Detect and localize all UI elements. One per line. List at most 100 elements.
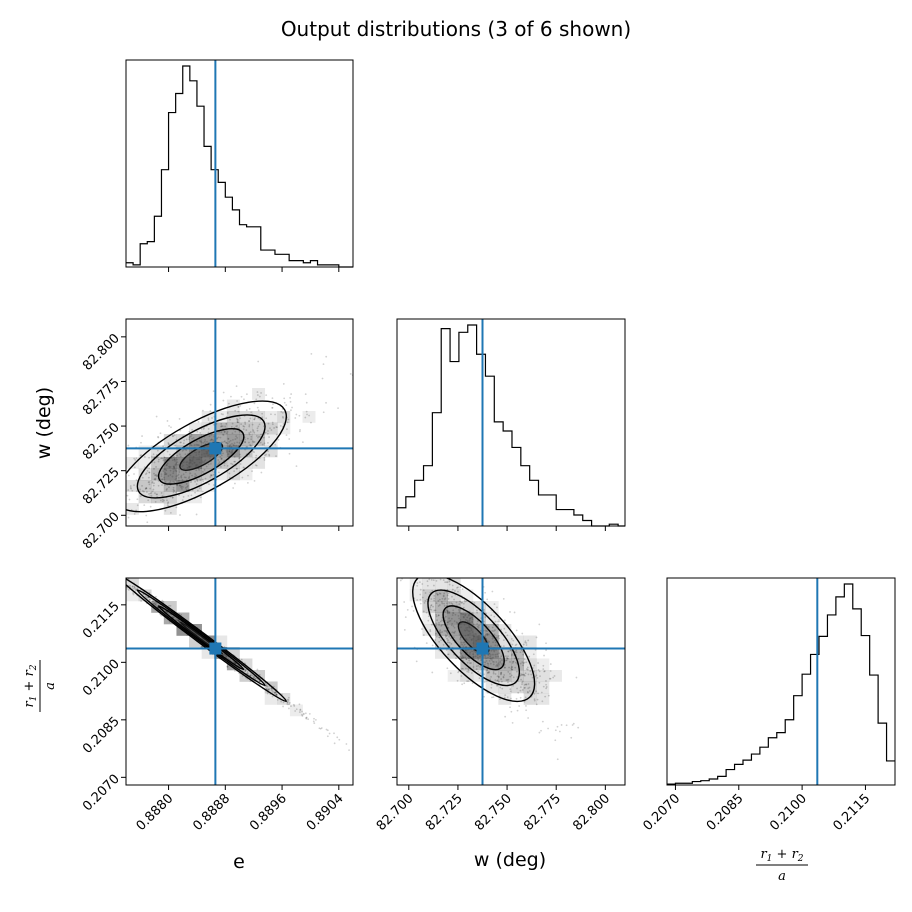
sample-point: [452, 609, 455, 612]
sample-point: [175, 619, 178, 621]
sample-point: [251, 674, 254, 677]
sample-point: [169, 474, 172, 476]
sample-point: [168, 486, 170, 489]
sample-point: [193, 475, 196, 478]
sample-point: [459, 651, 462, 654]
sample-point: [167, 442, 170, 444]
sample-point: [155, 475, 158, 478]
sample-point: [188, 438, 191, 441]
sample-point: [234, 669, 236, 672]
sample-point: [535, 636, 538, 639]
sample-point: [427, 615, 430, 618]
density-cell: [511, 647, 524, 659]
sample-point: [122, 479, 124, 481]
sample-point: [455, 601, 458, 604]
sample-point: [189, 472, 192, 475]
sample-point: [168, 465, 171, 468]
sample-point: [487, 665, 490, 667]
sample-point: [160, 473, 163, 476]
sample-point: [464, 570, 466, 572]
sample-point: [209, 410, 212, 412]
density-cell: [201, 468, 215, 481]
sample-point: [223, 653, 226, 656]
sample-point: [434, 609, 437, 612]
sample-point: [527, 673, 530, 676]
sample-point: [460, 612, 462, 615]
sample-point: [153, 461, 156, 464]
sample-point: [169, 511, 172, 514]
sample-point: [288, 707, 290, 710]
sample-point: [199, 496, 202, 499]
sample-point: [176, 461, 179, 464]
sample-point: [501, 687, 504, 690]
sample-point: [145, 487, 148, 490]
sample-point: [493, 650, 496, 653]
sample-point: [466, 619, 469, 622]
sample-point: [459, 618, 462, 621]
sample-point: [227, 402, 230, 405]
scatter-panel-r-vs-w: 82.700 82.725 82.750 82.775 82.800: [374, 556, 626, 834]
sample-point: [212, 473, 215, 476]
sample-point: [538, 670, 541, 673]
sample-point: [191, 474, 194, 477]
sample-point: [359, 760, 361, 762]
sample-point: [92, 558, 94, 560]
sample-point: [299, 709, 302, 712]
sample-point: [275, 455, 277, 458]
sample-point: [265, 688, 268, 690]
sample-point: [471, 682, 474, 684]
sample-point: [425, 642, 428, 645]
sample-point: [271, 406, 273, 409]
sample-point: [432, 579, 435, 582]
sample-point: [162, 457, 165, 460]
sample-point: [510, 710, 513, 713]
histogram-axes-frame: [396, 318, 626, 527]
sample-point: [490, 645, 492, 648]
sample-point: [448, 617, 450, 620]
sample-point: [121, 587, 123, 589]
sample-point: [149, 505, 152, 508]
density-cell: [176, 468, 190, 481]
density-cell: [189, 468, 202, 481]
density-cell: [277, 411, 291, 423]
sample-point: [416, 599, 419, 601]
sample-point: [139, 488, 141, 491]
density-cell: [485, 647, 499, 659]
sample-point: [488, 671, 491, 674]
sample-point: [449, 672, 452, 675]
sample-point: [451, 595, 453, 598]
sample-point: [283, 397, 286, 400]
sample-point: [246, 437, 249, 440]
sample-point: [436, 619, 438, 622]
sample-point: [387, 556, 389, 558]
sample-point: [226, 432, 228, 435]
sample-point: [239, 404, 242, 407]
sample-point: [194, 491, 196, 494]
density-contour: [126, 400, 288, 513]
sample-point: [254, 417, 256, 419]
density-cell: [460, 658, 474, 671]
sample-point: [106, 565, 108, 567]
sample-point: [286, 698, 289, 701]
sample-point: [461, 643, 463, 646]
sample-point: [496, 644, 499, 647]
sample-point: [117, 493, 119, 495]
sample-point: [192, 437, 195, 439]
sample-point: [456, 679, 459, 682]
sample-point: [533, 698, 536, 701]
sample-point: [326, 735, 329, 738]
sample-point: [496, 653, 499, 656]
sample-point: [198, 487, 201, 490]
sample-point: [467, 671, 470, 673]
sample-point: [233, 442, 236, 445]
sample-point: [136, 587, 139, 590]
sample-point: [118, 574, 120, 576]
sample-point: [486, 633, 489, 635]
sample-point: [183, 439, 186, 442]
sample-point: [169, 480, 172, 483]
sample-point: [273, 691, 276, 694]
sample-point: [447, 592, 450, 595]
sample-point: [155, 595, 157, 598]
sample-point: [322, 363, 325, 366]
